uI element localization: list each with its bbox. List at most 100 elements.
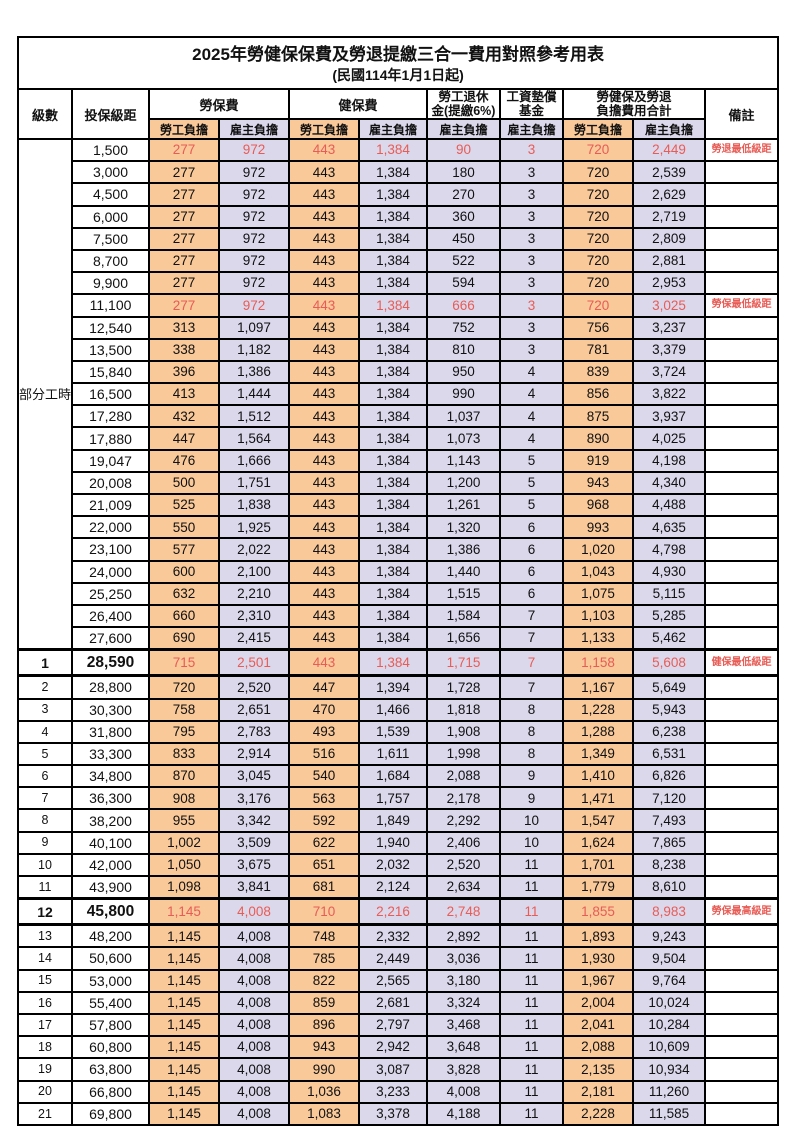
bracket-cell: 53,000 — [71, 968, 150, 993]
value-cell: 968 — [562, 492, 634, 518]
value-cell: 338 — [148, 337, 220, 362]
bracket-cell: 69,800 — [71, 1101, 150, 1126]
bracket-cell: 24,000 — [71, 559, 150, 584]
value-cell: 1,145 — [148, 990, 220, 1015]
value-cell: 3 — [499, 182, 564, 207]
note-cell — [703, 204, 780, 229]
note-cell — [703, 537, 780, 562]
value-cell: 1,228 — [562, 697, 634, 722]
value-cell: 795 — [148, 719, 220, 744]
table-row: 18 60,800 1,145 4,008 943 2,942 3,648 11 2,088 10… — [17, 1035, 780, 1060]
value-cell: 2,135 — [562, 1057, 634, 1082]
value-cell: 4 — [499, 404, 564, 429]
total-label-line2: 負擔費用合計 — [596, 104, 672, 118]
value-cell: 10 — [499, 830, 564, 855]
value-cell: 833 — [148, 741, 220, 767]
value-cell: 2,953 — [632, 271, 706, 296]
note-cell — [703, 626, 780, 651]
col-header-pension: 勞工退休 金(提繳6%) — [426, 88, 501, 120]
bracket-cell: 36,300 — [71, 786, 150, 811]
value-cell: 993 — [562, 515, 634, 540]
value-cell: 11,585 — [632, 1101, 706, 1126]
note-cell — [703, 426, 780, 451]
value-cell: 1,728 — [426, 674, 501, 700]
value-cell: 2,449 — [358, 946, 428, 971]
value-cell: 3,036 — [426, 946, 501, 971]
value-cell: 525 — [148, 492, 220, 518]
value-cell: 1,998 — [426, 741, 501, 767]
value-cell: 3,828 — [426, 1057, 501, 1082]
value-cell: 500 — [148, 470, 220, 496]
value-cell: 6,826 — [632, 764, 706, 789]
value-cell: 11 — [499, 968, 564, 993]
value-cell: 1,624 — [562, 830, 634, 855]
note-cell — [703, 581, 780, 606]
value-cell: 3,087 — [358, 1057, 428, 1082]
value-cell: 5,649 — [632, 674, 706, 700]
level-cell: 19 — [17, 1057, 73, 1082]
value-cell: 443 — [288, 603, 360, 629]
subheader-total-employer-share: 雇主負擔 — [632, 118, 706, 140]
value-cell: 4,008 — [426, 1079, 501, 1104]
value-cell: 890 — [562, 426, 634, 451]
value-cell: 2,565 — [358, 968, 428, 993]
value-cell: 90 — [426, 137, 501, 163]
value-cell: 1,097 — [218, 315, 290, 340]
table-row: 8 38,200 955 3,342 592 1,849 2,292 10 1,547 7,493 — [17, 808, 780, 833]
value-cell: 8,610 — [632, 875, 706, 900]
value-cell: 972 — [218, 293, 290, 318]
value-cell: 1,564 — [218, 426, 290, 451]
value-cell: 443 — [288, 515, 360, 540]
value-cell: 950 — [426, 359, 501, 385]
bracket-cell: 20,008 — [71, 470, 150, 496]
value-cell: 10,284 — [632, 1012, 706, 1038]
table-row: 15 53,000 1,145 4,008 822 2,565 3,180 11 1,967 9,… — [17, 968, 780, 993]
value-cell: 2,783 — [218, 719, 290, 744]
value-cell: 1,145 — [148, 1079, 220, 1104]
value-cell: 277 — [148, 248, 220, 274]
level-cell: 6 — [17, 764, 73, 789]
value-cell: 2,520 — [218, 674, 290, 700]
value-cell: 443 — [288, 248, 360, 274]
value-cell: 5,285 — [632, 603, 706, 629]
total-label-line1: 勞健保及勞退 — [596, 90, 672, 104]
value-cell: 3 — [499, 293, 564, 318]
value-cell: 3,045 — [218, 764, 290, 789]
value-cell: 550 — [148, 515, 220, 540]
value-cell: 180 — [426, 160, 501, 185]
value-cell: 11 — [499, 897, 564, 927]
value-cell: 856 — [562, 382, 634, 407]
value-cell: 1,855 — [562, 897, 634, 927]
bracket-cell: 42,000 — [71, 852, 150, 878]
table-row: 17,280 432 1,512 443 1,384 1,037 4 875 3,937 — [18, 404, 780, 429]
note-cell — [703, 830, 780, 855]
note-cell — [703, 448, 780, 473]
value-cell: 720 — [562, 160, 634, 185]
value-cell: 1,893 — [562, 923, 634, 949]
note-cell — [703, 990, 780, 1015]
value-cell: 1,349 — [562, 741, 634, 767]
value-cell: 443 — [288, 226, 360, 251]
value-cell: 3 — [499, 226, 564, 251]
value-cell: 3,324 — [426, 990, 501, 1015]
value-cell: 720 — [562, 248, 634, 274]
value-cell: 4,008 — [218, 1012, 290, 1038]
value-cell: 10,934 — [632, 1057, 706, 1082]
value-cell: 5,943 — [632, 697, 706, 722]
value-cell: 2,178 — [426, 786, 501, 811]
table-row: 1 28,590 715 2,501 443 1,384 1,715 7 1,158 5,608 健… — [17, 648, 780, 678]
table-row: 16 55,400 1,145 4,008 859 2,681 3,324 11 2,004 10… — [17, 990, 780, 1015]
value-cell: 1,779 — [562, 875, 634, 900]
value-cell: 972 — [218, 271, 290, 296]
value-cell: 5,608 — [632, 648, 706, 678]
note-cell — [703, 470, 780, 496]
value-cell: 11 — [499, 990, 564, 1015]
value-cell: 3,509 — [218, 830, 290, 855]
bracket-cell: 55,400 — [71, 990, 150, 1015]
value-cell: 1,656 — [426, 626, 501, 651]
value-cell: 540 — [288, 764, 360, 789]
value-cell: 2,719 — [632, 204, 706, 229]
value-cell: 2,216 — [358, 897, 428, 927]
level-cell: 13 — [17, 923, 73, 949]
table-row: 12 45,800 1,145 4,008 710 2,216 2,748 11 1,855 8,… — [17, 897, 780, 927]
